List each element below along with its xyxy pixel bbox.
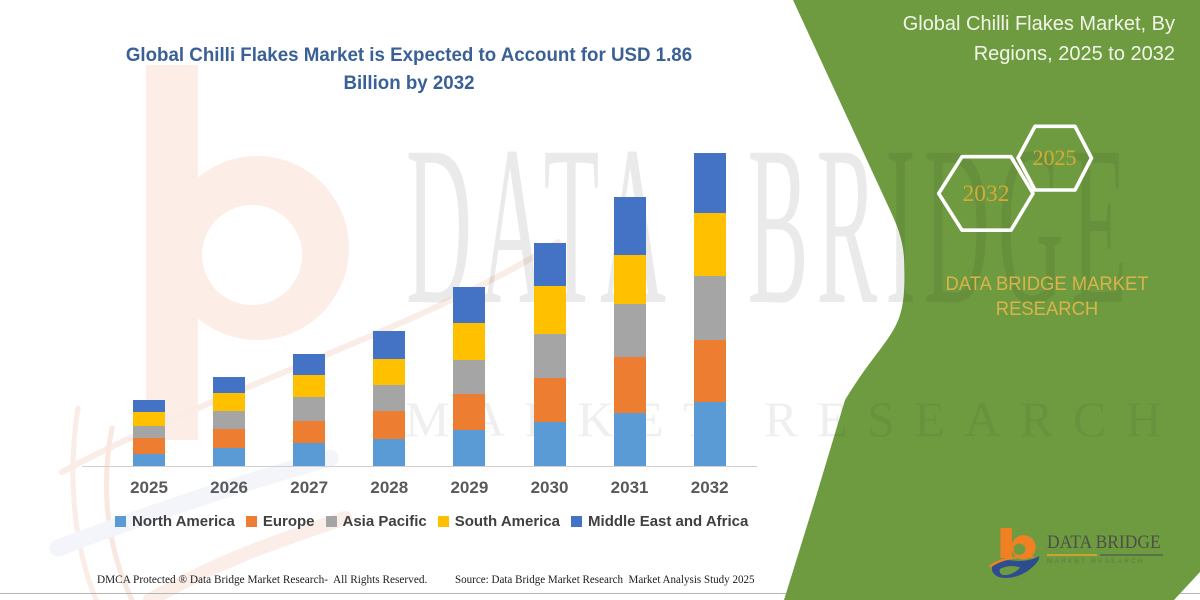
svg-text:2032: 2032 xyxy=(963,181,1010,207)
svg-text:2025: 2025 xyxy=(1033,145,1077,170)
